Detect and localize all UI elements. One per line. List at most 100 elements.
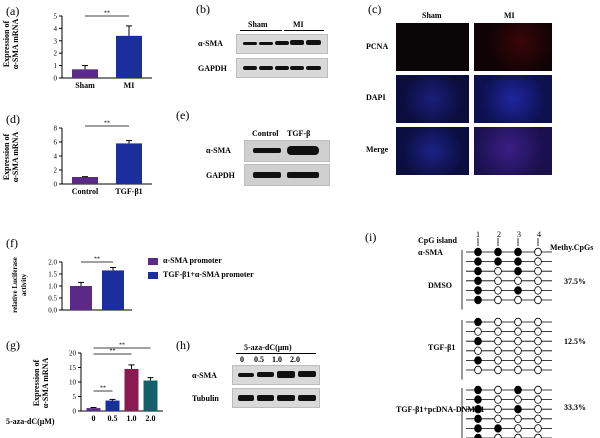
- cpg-unmethylated: [534, 385, 542, 395]
- x-tick-label: Control: [72, 187, 99, 196]
- y-tick-label: 10: [69, 379, 77, 387]
- cpg-site-4: 4: [537, 230, 541, 239]
- y-tick-label: 5: [73, 393, 77, 401]
- cpg-methylated: [494, 424, 502, 433]
- cpg-unmethylated: [474, 365, 482, 375]
- blot-h-dose-0: 0: [240, 355, 244, 364]
- cpg-unmethylated: [534, 424, 542, 433]
- cpg-methylated: [474, 295, 482, 305]
- y-tick-label: 1: [54, 62, 58, 70]
- y-tick-label: 4: [54, 25, 58, 33]
- cpg-unmethylated: [494, 327, 502, 336]
- panel-label-d: (d): [6, 112, 20, 126]
- bar: [143, 380, 158, 411]
- y-tick-label: 5: [54, 13, 58, 21]
- blot-b-gapdh: [236, 58, 328, 78]
- cpg-col-header: Methy.CpGs: [550, 243, 594, 252]
- sig-label: **: [104, 121, 110, 127]
- chart-d: 0 2 4 6 8 Control TGF-β1 **: [54, 121, 152, 196]
- cpg-methylated: [474, 424, 482, 433]
- y-tick-label: 15: [69, 364, 77, 372]
- x-tick-label: 2.0: [146, 414, 156, 423]
- cpg-methylated: [474, 317, 482, 327]
- blot-h-dose-2: 1.0: [272, 355, 282, 364]
- cpg-unmethylated: [534, 365, 542, 375]
- cpg-unmethylated: [494, 346, 502, 355]
- x-tick-label: TGF-β1: [115, 187, 142, 196]
- cpg-unmethylated: [534, 404, 542, 414]
- cpg-methylated: [474, 257, 482, 266]
- cpg-unmethylated: [534, 356, 542, 365]
- cpg-gene: α-SMA: [418, 248, 443, 257]
- cpg-methylated: [514, 257, 522, 266]
- cpg-group-name-0: DMSO: [428, 281, 452, 290]
- cpg-unmethylated: [494, 356, 502, 365]
- blot-e-row-asma: α-SMA: [206, 146, 231, 155]
- cpg-unmethylated: [534, 336, 542, 346]
- micro-row-merge: Merge: [366, 145, 389, 154]
- y-tick-label: 0: [54, 181, 58, 189]
- cpg-site-2: 2: [497, 230, 501, 239]
- bar: [116, 35, 142, 78]
- blot-b-row-gapdh: GAPDH: [198, 64, 227, 73]
- cpg-unmethylated: [494, 395, 502, 404]
- x-tick-label: Sham: [75, 81, 95, 90]
- cpg-methylated: [474, 336, 482, 346]
- x-tick-label: 0.5: [108, 414, 118, 423]
- panel-label-a: (a): [6, 4, 20, 18]
- legend-f-label-0: α-SMA promoter: [163, 256, 222, 265]
- cpg-group-pct-2: 33.3%: [564, 403, 586, 412]
- micro-merge-sham: [396, 127, 469, 175]
- cpg-group-pct-0: 37.5%: [564, 277, 586, 286]
- cpg-unmethylated: [534, 433, 542, 438]
- y-tick-label: 2.0: [48, 259, 57, 267]
- cpg-methylated: [474, 267, 482, 276]
- sig-label: **: [119, 343, 125, 349]
- cpg-site-1: 1: [476, 230, 480, 239]
- blot-h-row-asma: α-SMA: [192, 371, 217, 380]
- cpg-title: CpG island: [418, 236, 457, 245]
- micro-dapi-mi: [474, 75, 552, 123]
- y-tick-label: 2: [54, 167, 58, 175]
- cpg-unmethylated: [474, 346, 482, 355]
- cpg-unmethylated: [494, 404, 502, 414]
- y-tick-label: 2: [54, 50, 58, 58]
- bar: [70, 286, 92, 310]
- cpg-unmethylated: [514, 414, 522, 423]
- panel-label-e: (e): [176, 108, 190, 122]
- blot-h-dose-3: 2.0: [290, 355, 300, 364]
- cpg-methylated: [474, 414, 482, 423]
- micro-pcna-mi: [474, 23, 552, 71]
- blot-e-group-tgf: TGF-β: [287, 129, 311, 138]
- blot-h-header-line: [236, 353, 316, 354]
- cpg-unmethylated: [514, 365, 522, 375]
- micro-dapi-sham: [396, 75, 469, 123]
- legend-f-label-1: TGF-β1+α-SMA promoter: [163, 270, 254, 279]
- bar: [72, 69, 98, 78]
- cpg-unmethylated: [534, 286, 542, 295]
- bar: [105, 400, 120, 411]
- cpg-methylated: [474, 404, 482, 414]
- cpg-unmethylated: [494, 336, 502, 346]
- cpg-unmethylated: [534, 414, 542, 423]
- cpg-methylated: [474, 433, 482, 438]
- panel-label-b: (b): [196, 2, 210, 16]
- cpg-unmethylated: [514, 327, 522, 336]
- y-tick-label: 0: [54, 75, 58, 83]
- cpg-unmethylated: [514, 395, 522, 404]
- cpg-unmethylated: [534, 346, 542, 355]
- ylabel-d: Expression of α-SMA mRNA: [2, 131, 21, 183]
- cpg-unmethylated: [534, 395, 542, 404]
- cpg-methylated: [494, 257, 502, 266]
- cpg-unmethylated: [494, 317, 502, 327]
- cpg-group-name-1: TGF-β1: [428, 343, 456, 352]
- chart-f: 0.0 0.5 1.0 1.5 2.0 **: [48, 257, 132, 315]
- cpg-group-pct-1: 12.5%: [564, 337, 586, 346]
- cpg-unmethylated: [514, 295, 522, 305]
- micro-pcna-sham: [396, 23, 469, 71]
- blot-b-group-mi: MI: [293, 20, 304, 29]
- cpg-unmethylated: [494, 276, 502, 285]
- cpg-methylated: [474, 286, 482, 295]
- x-tick-label: MI: [124, 81, 135, 90]
